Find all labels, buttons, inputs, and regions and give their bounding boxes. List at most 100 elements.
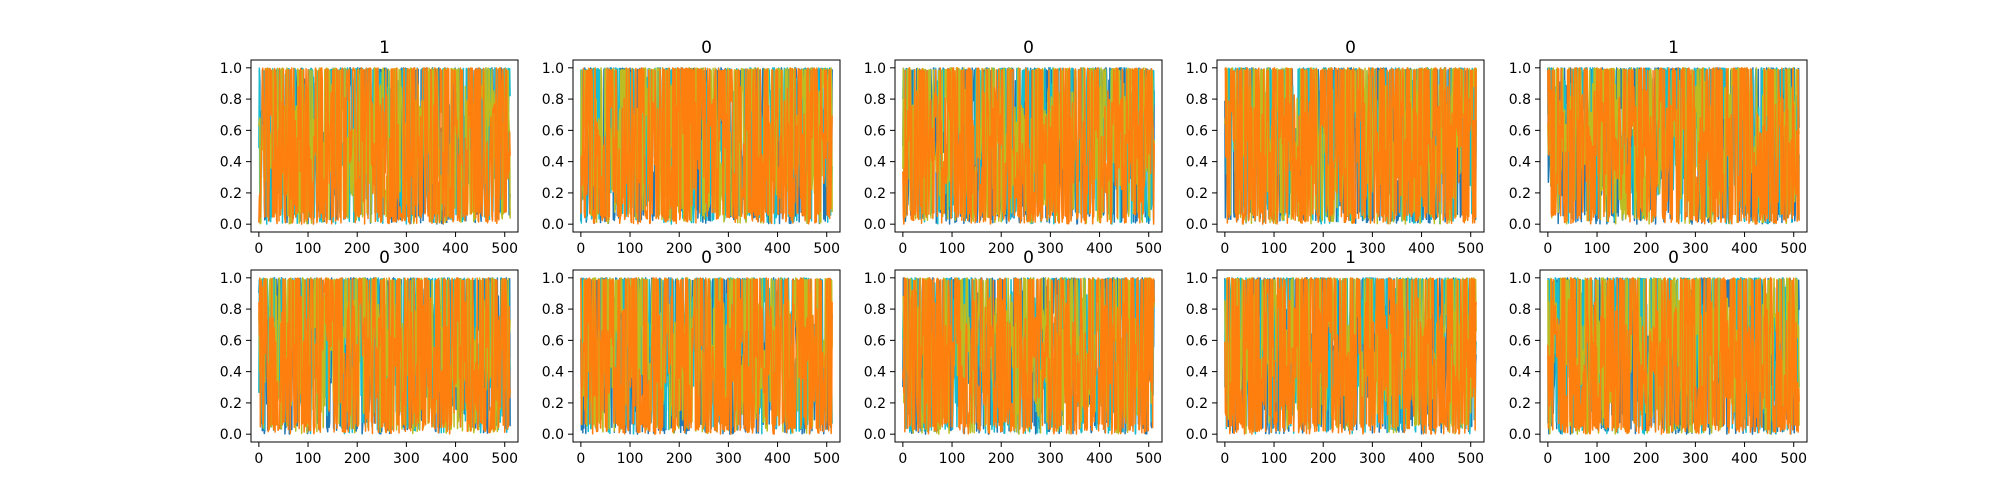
y-tick-label: 0.4 — [542, 365, 564, 381]
series-group — [1548, 278, 1799, 434]
x-tick-label: 100 — [617, 241, 644, 257]
y-tick-label: 0.6 — [220, 333, 242, 349]
subplot-8: 0 100 200 300 400 5000.00.20.40.60.81.00 — [864, 248, 1162, 467]
y-tick-label: 0.6 — [1509, 333, 1531, 349]
y-tick-label: 1.0 — [1186, 271, 1208, 287]
x-tick-label: 300 — [1359, 451, 1386, 467]
y-tick-label: 0.8 — [1509, 302, 1531, 318]
y-tick-label: 0.0 — [864, 427, 886, 443]
y-tick-label: 0.4 — [864, 365, 886, 381]
x-tick-label: 400 — [442, 241, 469, 257]
series-group — [1225, 68, 1476, 224]
x-tick-label: 100 — [1261, 451, 1288, 467]
x-tick-label: 200 — [1310, 451, 1337, 467]
y-tick-label: 0.0 — [542, 427, 564, 443]
y-tick-label: 1.0 — [542, 271, 564, 287]
x-tick-label: 200 — [1633, 241, 1660, 257]
y-tick-label: 0.6 — [220, 123, 242, 139]
y-tick-label: 0.8 — [542, 92, 564, 108]
y-tick-label: 0.2 — [1509, 186, 1531, 202]
x-tick-label: 200 — [666, 241, 693, 257]
x-tick-label: 0 — [898, 451, 907, 467]
subplot-title: 0 — [1023, 248, 1034, 268]
x-tick-label: 0 — [1220, 241, 1229, 257]
y-tick-label: 0.4 — [220, 365, 242, 381]
subplot-title: 0 — [1023, 38, 1034, 58]
x-tick-label: 0 — [254, 241, 263, 257]
y-tick-label: 1.0 — [1186, 61, 1208, 77]
series-group — [1225, 278, 1476, 434]
subplot-title: 0 — [1345, 38, 1356, 58]
y-tick-label: 1.0 — [542, 61, 564, 77]
y-tick-label: 0.0 — [1186, 217, 1208, 233]
series-group — [1548, 68, 1799, 224]
y-tick-label: 1.0 — [220, 271, 242, 287]
x-tick-label: 500 — [813, 241, 840, 257]
y-tick-label: 0.8 — [542, 302, 564, 318]
y-tick-label: 1.0 — [864, 271, 886, 287]
x-tick-label: 300 — [715, 451, 742, 467]
x-tick-label: 300 — [1682, 241, 1709, 257]
y-tick-label: 0.4 — [1509, 155, 1531, 171]
x-tick-label: 200 — [1310, 241, 1337, 257]
x-tick-label: 100 — [1584, 451, 1611, 467]
y-tick-label: 0.8 — [220, 92, 242, 108]
y-tick-label: 0.2 — [1186, 186, 1208, 202]
x-tick-label: 100 — [295, 451, 322, 467]
subplot-1: 0 100 200 300 400 500 0.0 0.2 0.4 0.6 0.8 1.0 1 — [220, 38, 518, 257]
x-tick-label: 0 — [1220, 451, 1229, 467]
y-tick-label: 0.2 — [864, 186, 886, 202]
x-tick-label: 200 — [666, 451, 693, 467]
subplot-title: 1 — [1668, 38, 1679, 58]
y-tick-label: 1.0 — [1509, 61, 1531, 77]
y-tick-label: 0.6 — [864, 333, 886, 349]
x-tick-label: 100 — [295, 241, 322, 257]
x-tick-label: 500 — [1135, 451, 1162, 467]
y-tick-label: 0.8 — [1186, 302, 1208, 318]
x-tick-label: 500 — [813, 451, 840, 467]
y-tick-label: 0.2 — [220, 396, 242, 412]
x-tick-label: 500 — [491, 241, 518, 257]
x-tick-label: 500 — [1457, 241, 1484, 257]
series-group — [259, 278, 510, 434]
x-tick-label: 300 — [1682, 451, 1709, 467]
y-tick-label: 0.2 — [1186, 396, 1208, 412]
x-tick-label: 200 — [344, 241, 371, 257]
y-tick-label: 0.0 — [1186, 427, 1208, 443]
x-tick-label: 500 — [1780, 451, 1807, 467]
subplot-9: 0 100 200 300 400 500 0.0 0.2 0.4 0.6 0.8 1.0 1 — [1186, 248, 1484, 467]
y-tick-label: 0.4 — [220, 155, 242, 171]
x-tick-label: 400 — [1086, 451, 1113, 467]
y-tick-label: 0.0 — [220, 217, 242, 233]
x-tick-label: 100 — [939, 451, 966, 467]
y-tick-label: 1.0 — [1509, 271, 1531, 287]
y-tick-label: 0.2 — [542, 396, 564, 412]
subplot-title: 0 — [1668, 248, 1679, 268]
x-tick-label: 500 — [1780, 241, 1807, 257]
y-tick-label: 0.2 — [542, 186, 564, 202]
x-tick-label: 500 — [1457, 451, 1484, 467]
x-tick-label: 400 — [1408, 241, 1435, 257]
x-tick-label: 0 — [254, 451, 263, 467]
y-tick-label: 0.8 — [864, 92, 886, 108]
x-tick-label: 400 — [1731, 451, 1758, 467]
x-tick-label: 0 — [576, 451, 585, 467]
x-tick-label: 500 — [1135, 241, 1162, 257]
x-tick-label: 300 — [393, 451, 420, 467]
series-group — [581, 278, 832, 434]
subplot-10: 0 100 200 300 400 5000.00.20.40.60.81.00 — [1509, 248, 1807, 467]
y-tick-label: 0.6 — [1186, 333, 1208, 349]
subplot-6: 0 100 200 300 400 500 0.0 0.2 0.4 0.6 0.8 1.0 0 — [220, 248, 518, 467]
x-tick-label: 400 — [764, 451, 791, 467]
y-tick-label: 0.2 — [864, 396, 886, 412]
x-tick-label: 300 — [715, 241, 742, 257]
x-tick-label: 500 — [491, 451, 518, 467]
x-tick-label: 200 — [988, 241, 1015, 257]
y-tick-label: 0.4 — [542, 155, 564, 171]
y-tick-label: 0.0 — [864, 217, 886, 233]
series-group — [581, 68, 832, 224]
x-tick-label: 100 — [1584, 241, 1611, 257]
series-group — [903, 278, 1154, 434]
